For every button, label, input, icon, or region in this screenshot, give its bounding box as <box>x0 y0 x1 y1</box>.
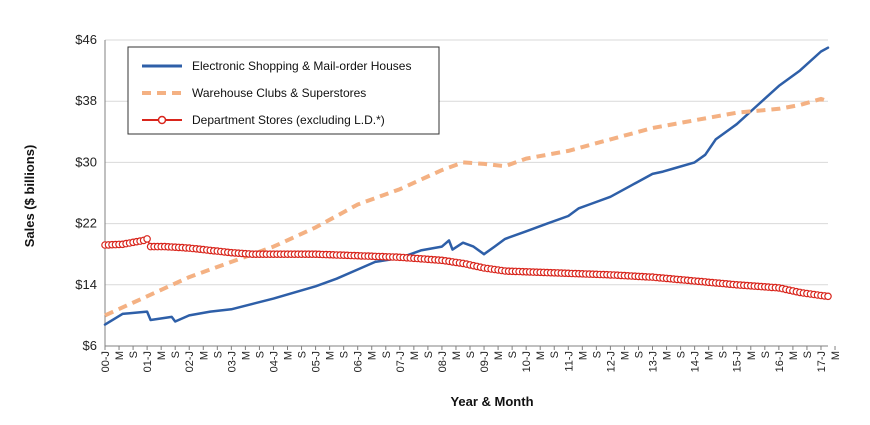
x-tick-label: 08-J <box>437 351 449 372</box>
y-tick-label: $6 <box>83 338 97 353</box>
x-tick-label: S <box>170 351 182 358</box>
x-axis-label: Year & Month <box>450 394 533 409</box>
x-tick-label: 00-J <box>100 351 112 372</box>
x-tick-label: S <box>128 351 140 358</box>
x-tick-label: 10-J <box>521 351 533 372</box>
y-tick-label: $22 <box>75 216 97 231</box>
x-tick-label: 12-J <box>605 351 617 372</box>
x-tick-label: S <box>381 351 393 358</box>
y-tick-label: $30 <box>75 154 97 169</box>
series-line-1 <box>103 46 830 326</box>
x-tick-label: 05-J <box>311 351 323 372</box>
x-tick-label: 07-J <box>395 351 407 372</box>
x-tick-label: M <box>577 351 589 360</box>
x-tick-label: M <box>198 351 210 360</box>
x-tick-label: 02-J <box>184 351 196 372</box>
x-tick-label: S <box>254 351 266 358</box>
x-tick-label: 16-J <box>774 351 786 372</box>
x-tick-label: S <box>802 351 814 358</box>
x-tick-label: M <box>240 351 252 360</box>
x-tick-label: M <box>830 351 842 360</box>
x-tick-label: 06-J <box>353 351 365 372</box>
x-tick-label: M <box>283 351 295 360</box>
legend-label: Electronic Shopping & Mail-order Houses <box>192 59 411 73</box>
x-tick-label: M <box>325 351 337 360</box>
x-tick-label: M <box>409 351 421 360</box>
x-tick-label: 04-J <box>268 351 280 372</box>
x-tick-label: S <box>423 351 435 358</box>
series-line-2 <box>104 96 829 318</box>
x-tick-label: S <box>676 351 688 358</box>
x-tick-label: 03-J <box>226 351 238 372</box>
x-tick-label: S <box>297 351 309 358</box>
x-tick-label: M <box>493 351 505 360</box>
x-tick-label: M <box>451 351 463 360</box>
legend-label: Warehouse Clubs & Superstores <box>192 86 366 100</box>
x-tick-label: S <box>465 351 477 358</box>
y-tick-label: $14 <box>75 277 97 292</box>
legend: Electronic Shopping & Mail-order Houses W… <box>127 46 440 135</box>
legend-label: Department Stores (excluding L.D.*) <box>192 113 385 127</box>
x-tick-label: 13-J <box>648 351 660 372</box>
x-tick-label: S <box>760 351 772 358</box>
x-tick-label: M <box>114 351 126 360</box>
x-tick-label: S <box>549 351 561 358</box>
series-lines <box>101 46 832 326</box>
x-tick-label: M <box>788 351 800 360</box>
x-tick-label: 15-J <box>732 351 744 372</box>
x-tick-label: M <box>746 351 758 360</box>
x-tick-label: S <box>633 351 645 358</box>
x-tick-label: M <box>704 351 716 360</box>
x-tick-label: 09-J <box>479 351 491 372</box>
x-tick-label: S <box>591 351 603 358</box>
x-tick-label: 11-J <box>563 351 575 372</box>
x-tick-label: M <box>619 351 631 360</box>
series-marker <box>824 292 832 301</box>
x-tick-label: M <box>535 351 547 360</box>
legend-marker <box>157 115 167 125</box>
x-tick-label: S <box>212 351 224 358</box>
x-tick-label: M <box>367 351 379 360</box>
y-tick-label: $46 <box>75 32 97 47</box>
x-tick-label: M <box>662 351 674 360</box>
x-tick-label: M <box>156 351 168 360</box>
x-tick-label: S <box>718 351 730 358</box>
y-axis-label: Sales ($ billions) <box>22 145 37 248</box>
y-tick-label: $38 <box>75 93 97 108</box>
x-tick-label: S <box>339 351 351 358</box>
axes <box>104 40 836 350</box>
x-tick-label: 01-J <box>142 351 154 372</box>
x-tick-label: 14-J <box>690 351 702 372</box>
series-marker <box>143 235 151 243</box>
x-tick-label: 17-J <box>816 351 828 372</box>
x-tick-label: S <box>507 351 519 358</box>
